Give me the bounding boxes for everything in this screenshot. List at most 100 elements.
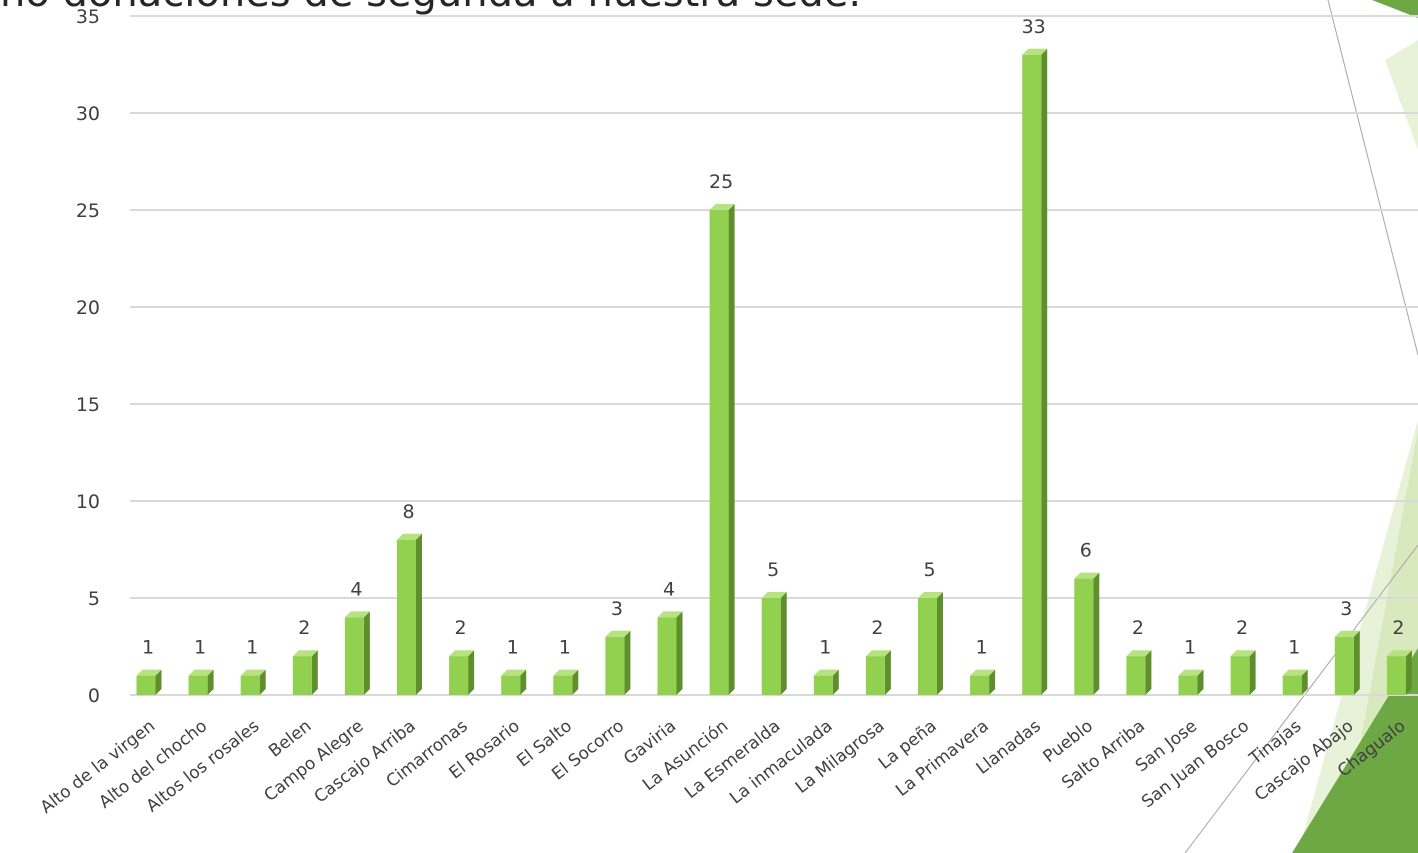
bar-top — [761, 592, 787, 598]
bar-top — [136, 669, 162, 676]
bar-side — [572, 669, 579, 695]
bar — [344, 617, 364, 695]
bar — [1282, 675, 1302, 695]
bar — [188, 675, 208, 695]
bar-top — [813, 669, 839, 676]
bar — [1386, 656, 1406, 695]
decoration-line-2 — [1184, 544, 1418, 853]
bar-side — [1353, 630, 1360, 695]
bar-top — [1022, 48, 1048, 55]
bar-top — [1126, 650, 1152, 657]
bar — [136, 675, 156, 695]
bar-side — [937, 592, 943, 695]
data-label: 33 — [1022, 16, 1046, 38]
bar-top — [397, 533, 422, 540]
data-label: 5 — [767, 559, 779, 581]
data-label: 2 — [1236, 617, 1248, 639]
data-label: 2 — [871, 617, 883, 639]
bar-side — [780, 592, 787, 695]
x-category-label: La Milagrosa — [792, 716, 889, 798]
y-tick-label: 35 — [76, 6, 100, 28]
bar-top — [240, 669, 266, 676]
bar-side — [311, 650, 318, 695]
decoration-top-corner — [1372, 0, 1418, 18]
data-label: 2 — [455, 617, 467, 639]
bar-top — [1074, 572, 1100, 579]
bar — [1230, 656, 1250, 695]
bar-top — [1282, 669, 1308, 676]
bar — [709, 210, 729, 695]
bar-side — [728, 204, 735, 695]
bar-top — [1230, 650, 1256, 657]
bar-side — [416, 533, 422, 695]
y-tick-label: 5 — [88, 588, 100, 610]
data-label: 2 — [1392, 617, 1404, 639]
data-label: 8 — [402, 501, 414, 523]
decoration-top-light — [1385, 40, 1418, 150]
bar-side — [989, 669, 996, 695]
bar-top — [1334, 630, 1360, 637]
bar-top — [292, 650, 318, 657]
data-label: 1 — [1288, 637, 1300, 659]
data-label: 6 — [1080, 540, 1092, 562]
bar — [501, 675, 521, 695]
bar-top — [188, 669, 214, 676]
bar-side — [363, 611, 370, 695]
y-tick-label: 25 — [76, 200, 100, 222]
bar — [292, 656, 312, 695]
bar-side — [520, 669, 527, 695]
data-label: 1 — [559, 637, 571, 659]
data-label: 4 — [350, 578, 362, 600]
bar — [918, 598, 937, 695]
data-label: 2 — [1132, 617, 1144, 639]
bar-top — [501, 669, 527, 676]
decoration-line-1 — [1327, 0, 1418, 356]
bar-top — [1178, 669, 1204, 676]
data-label: 1 — [819, 637, 831, 659]
data-label: 3 — [1340, 598, 1352, 620]
y-tick-label: 20 — [76, 297, 100, 319]
bar-top — [605, 630, 631, 637]
y-tick-label: 10 — [76, 491, 100, 513]
y-tick-label: 0 — [88, 685, 100, 707]
data-label: 1 — [142, 637, 154, 659]
bar-side — [1041, 48, 1048, 696]
bar — [970, 675, 990, 695]
bar-side — [832, 669, 839, 695]
data-label: 1 — [507, 637, 519, 659]
bar-top — [344, 611, 370, 618]
data-label: 4 — [663, 578, 675, 600]
data-label: 5 — [923, 559, 935, 581]
bar-side — [155, 669, 162, 695]
bar-side — [1093, 572, 1100, 695]
bar — [865, 656, 885, 695]
bar-side — [207, 669, 214, 695]
bar-side — [884, 650, 891, 695]
bar-side — [676, 611, 683, 695]
bar-side — [1405, 650, 1412, 695]
bar — [657, 617, 677, 695]
data-label: 1 — [246, 637, 258, 659]
bar — [1178, 675, 1198, 695]
bar — [813, 675, 833, 695]
bar-top — [865, 650, 891, 657]
bar-side — [1197, 669, 1204, 695]
bar-top — [553, 669, 579, 676]
bar-top — [1386, 650, 1412, 657]
bar — [1022, 54, 1042, 696]
decoration-dark-triangle — [1292, 648, 1418, 853]
data-label: 1 — [1184, 637, 1196, 659]
bar-side — [259, 669, 266, 695]
bar — [605, 636, 625, 695]
data-label: 1 — [194, 637, 206, 659]
data-label: 3 — [611, 598, 623, 620]
slide-title: no donaciones de segunda a nuestra sede. — [0, 0, 861, 16]
bar-top — [449, 650, 475, 657]
bar — [553, 675, 573, 695]
bar-top — [709, 204, 735, 210]
bar — [761, 598, 781, 695]
bar-side — [468, 650, 475, 695]
bar-top — [970, 669, 996, 676]
bar-side — [1249, 650, 1256, 695]
